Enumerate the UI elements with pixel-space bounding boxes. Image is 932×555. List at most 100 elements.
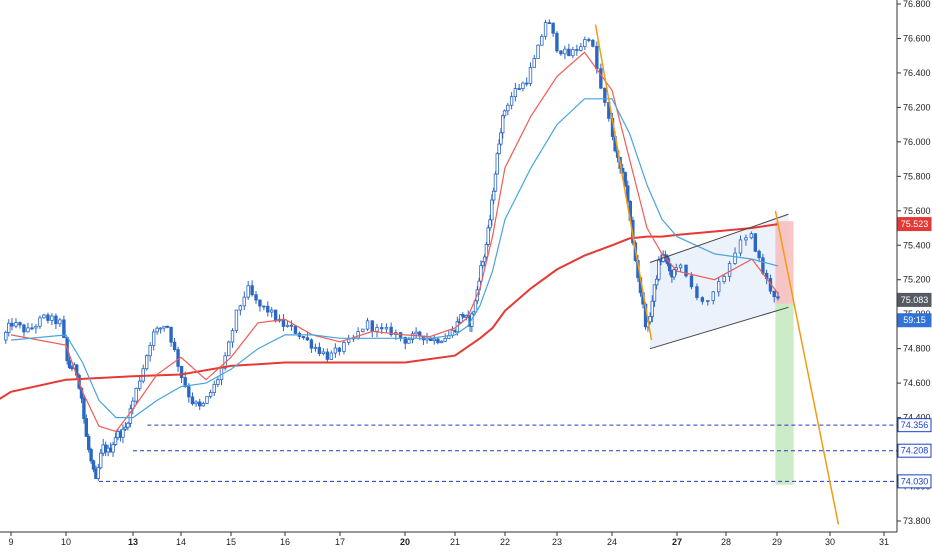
- candle: [30, 323, 34, 331]
- candle: [479, 260, 483, 284]
- candle: [67, 356, 72, 370]
- candle-body: [134, 387, 138, 402]
- candle-body: [473, 300, 478, 313]
- trend-line-1[interactable]: [594, 24, 653, 341]
- candle: [144, 354, 149, 371]
- candle: [657, 256, 661, 282]
- candle-body: [461, 314, 465, 317]
- candle-body: [410, 333, 415, 340]
- moving-average-line-3[interactable]: [10, 98, 779, 419]
- candle-body: [254, 294, 258, 301]
- candle-body: [571, 49, 575, 57]
- candle-body: [563, 48, 567, 55]
- candle-body: [761, 257, 765, 274]
- channel-line-1[interactable]: [649, 306, 789, 350]
- candle-body: [128, 408, 133, 424]
- price-tick-label: 76.600: [903, 33, 931, 43]
- price-axis-label-text: 75.083: [901, 295, 929, 305]
- candle: [652, 284, 657, 307]
- price-tick-label: 76.800: [903, 0, 931, 9]
- candle-body: [121, 428, 125, 438]
- candle-body: [205, 395, 209, 404]
- candle: [38, 315, 42, 329]
- price-tick-label: 74.600: [903, 378, 931, 388]
- candle-body: [179, 365, 184, 378]
- moving-average-line-1[interactable]: [0, 223, 779, 418]
- candle: [187, 383, 191, 403]
- candle: [482, 254, 487, 267]
- candle-body: [439, 340, 444, 344]
- trend-line-2[interactable]: [774, 210, 840, 525]
- candle-body: [603, 87, 607, 103]
- candle-body: [18, 322, 22, 326]
- candle: [250, 280, 254, 297]
- candle: [234, 309, 239, 334]
- candle: [684, 264, 688, 278]
- candle-body: [583, 39, 587, 48]
- candle: [443, 333, 447, 342]
- candle: [513, 82, 518, 102]
- time-tick-label: 24: [607, 537, 617, 547]
- candle-body: [525, 82, 529, 85]
- candle: [266, 301, 270, 317]
- channel-line-2[interactable]: [649, 213, 789, 263]
- candle-body: [695, 286, 699, 298]
- candle-body: [722, 275, 726, 283]
- candle-body: [313, 346, 318, 349]
- candle: [540, 34, 544, 46]
- candle: [313, 343, 318, 352]
- candle: [757, 249, 761, 263]
- time-tick-label: 20: [400, 537, 410, 547]
- price-axis-label[interactable]: 74.356: [897, 418, 932, 433]
- candle-body: [329, 352, 334, 360]
- candle-body: [4, 332, 8, 341]
- price-axis-label[interactable]: 75.083: [897, 292, 932, 307]
- candle: [517, 84, 521, 90]
- candle-body: [491, 190, 496, 201]
- candle: [536, 44, 540, 59]
- candle-body: [113, 437, 118, 445]
- candle: [583, 36, 587, 50]
- price-axis-label-text: 75.523: [901, 219, 929, 229]
- candle: [82, 394, 86, 424]
- candle: [342, 339, 346, 355]
- candle-body: [293, 325, 298, 334]
- candle-body: [227, 341, 231, 357]
- candle: [22, 323, 26, 337]
- candle: [695, 283, 699, 301]
- candle-body: [91, 460, 96, 470]
- candle-body: [165, 325, 170, 328]
- time-tick-label: 30: [825, 537, 835, 547]
- candle: [123, 422, 128, 432]
- candle-body: [738, 239, 743, 254]
- candle: [668, 258, 672, 276]
- candle-body: [262, 305, 266, 308]
- candle-body: [587, 39, 591, 41]
- candle-body: [111, 444, 115, 453]
- price-axis-label[interactable]: 74.030: [897, 474, 932, 489]
- candle-body: [22, 324, 26, 333]
- candle-body: [547, 22, 552, 25]
- candle: [473, 297, 478, 315]
- price-axis-label[interactable]: 74.208: [897, 443, 932, 458]
- candle: [579, 43, 583, 52]
- candle: [436, 337, 440, 345]
- price-axis-label[interactable]: 59:15: [897, 313, 932, 328]
- moving-average-line-2[interactable]: [10, 51, 779, 433]
- candle: [113, 432, 118, 446]
- candle: [325, 348, 330, 363]
- price-axis-label[interactable]: 75.523: [897, 217, 932, 232]
- candle-body: [733, 252, 737, 264]
- candle-body: [342, 341, 346, 352]
- candle: [749, 231, 754, 240]
- candle-body: [194, 401, 198, 405]
- candle-body: [532, 58, 536, 68]
- candle-body: [14, 322, 18, 327]
- candle-body: [591, 39, 595, 47]
- candle-body: [749, 233, 754, 239]
- candle: [99, 449, 103, 470]
- candle-body: [517, 88, 521, 90]
- candle: [501, 114, 505, 139]
